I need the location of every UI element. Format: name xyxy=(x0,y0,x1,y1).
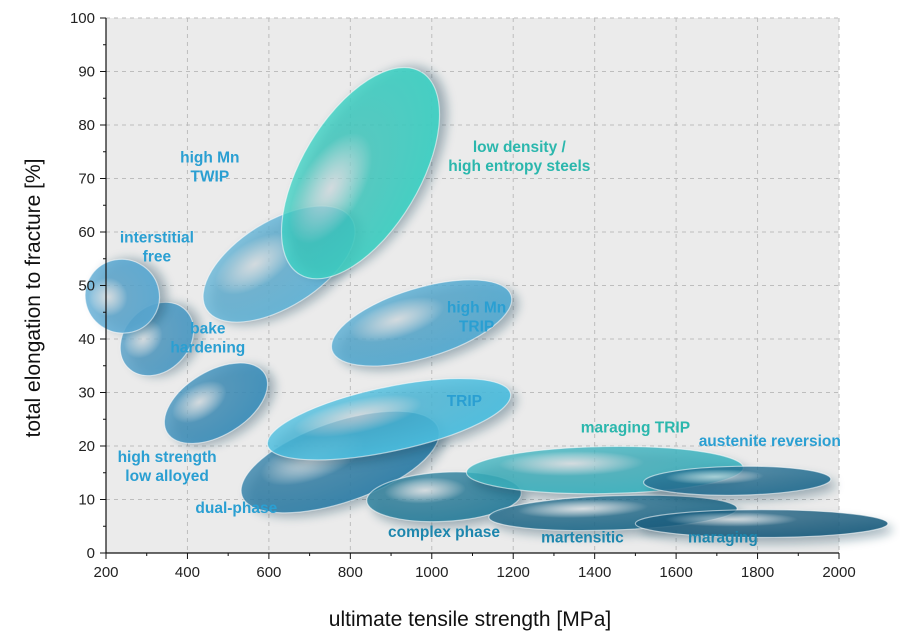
region-label-high-mn-twip: high Mn TWIP xyxy=(180,149,239,185)
region-label-low-density-high-entropy-steels: low density / high entropy steels xyxy=(448,139,590,175)
region-high-strength-low-alloyed xyxy=(163,362,275,447)
region-label-interstitial-free: interstitial free xyxy=(120,230,194,266)
y-tick-label: 60 xyxy=(78,224,95,241)
region-label-bake-hardening: bake hardening xyxy=(170,321,245,357)
region-ellipse xyxy=(280,66,441,280)
region-label-line: martensitic xyxy=(541,529,624,546)
region-ellipse xyxy=(330,279,513,367)
region-label-line: low density / xyxy=(473,139,567,156)
y-tick-label: 70 xyxy=(78,171,95,188)
axes: 200 400 600 800 1000 1200 1400 1600 1800 2000 0 10 2… xyxy=(70,10,856,581)
region-label-martensitic: martensitic xyxy=(541,529,624,546)
region-label-austenite-reversion: austenite reversion xyxy=(699,433,841,450)
y-tick-label: 0 xyxy=(87,545,95,562)
y-tick-label: 30 xyxy=(78,385,95,402)
region-ellipse xyxy=(266,377,512,461)
x-tick-label: 1800 xyxy=(741,564,774,581)
region-ellipse xyxy=(642,465,832,496)
region-label-high-mn-trip: high Mn TRIP xyxy=(447,299,506,335)
region-label-line: austenite reversion xyxy=(699,433,841,450)
region-ellipse xyxy=(84,258,161,334)
y-axis-title: total elongation to fracture [%] xyxy=(22,159,45,438)
x-tick-label: 1600 xyxy=(659,564,692,581)
region-ellipse xyxy=(634,509,889,539)
y-tick-label: 80 xyxy=(78,117,95,134)
region-label-maraging: maraging xyxy=(688,529,758,546)
region-label-line: high Mn xyxy=(180,149,239,166)
y-tick-label: 20 xyxy=(78,438,95,455)
region-label-line: TRIP xyxy=(459,318,494,335)
y-tick-label: 100 xyxy=(70,10,95,27)
region-labels: dual-phase high strength low alloyed bake ha… xyxy=(118,139,841,547)
y-tick-label: 40 xyxy=(78,331,95,348)
region-maraging xyxy=(634,509,893,544)
x-tick-label: 1200 xyxy=(497,564,530,581)
region-label-line: TRIP xyxy=(447,393,482,410)
region-label-line: maraging TRIP xyxy=(581,420,690,437)
region-label-line: high strength xyxy=(118,449,217,466)
x-tick-label: 600 xyxy=(256,564,281,581)
x-tick-label: 1000 xyxy=(415,564,448,581)
region-austenite-reversion xyxy=(642,465,836,502)
region-label-line: dual-phase xyxy=(195,500,277,517)
region-label-line: TWIP xyxy=(190,168,229,185)
property-regions xyxy=(84,66,893,544)
region-trip xyxy=(266,377,517,465)
region-label-line: bake xyxy=(190,321,226,338)
region-low-density-high-entropy-steels xyxy=(280,66,448,280)
region-label-complex-phase: complex phase xyxy=(388,524,500,541)
region-high-mn-trip xyxy=(330,279,519,371)
region-label-line: interstitial xyxy=(120,230,194,247)
region-label-line: high entropy steels xyxy=(448,158,590,175)
region-label-line: complex phase xyxy=(388,524,500,541)
x-tick-label: 1400 xyxy=(578,564,611,581)
region-label-dual-phase: dual-phase xyxy=(195,500,277,517)
y-tick-label: 90 xyxy=(78,64,95,81)
x-tick-label: 400 xyxy=(175,564,200,581)
region-label-high-strength-low-alloyed: high strength low alloyed xyxy=(118,449,217,485)
region-ellipse xyxy=(163,362,269,445)
region-label-line: free xyxy=(143,249,172,266)
region-label-line: maraging xyxy=(688,529,758,546)
region-label-trip: TRIP xyxy=(447,393,482,410)
region-label-line: low alloyed xyxy=(125,468,209,485)
region-label-line: hardening xyxy=(170,340,245,357)
region-interstitial-free xyxy=(84,258,168,334)
region-label-line: high Mn xyxy=(447,299,506,316)
x-tick-label: 200 xyxy=(93,564,118,581)
region-label-maraging-trip: maraging TRIP xyxy=(581,420,690,437)
x-tick-label: 800 xyxy=(338,564,363,581)
x-axis-title: ultimate tensile strength [MPa] xyxy=(329,608,611,631)
y-tick-label: 10 xyxy=(78,492,95,509)
y-tick-label: 50 xyxy=(78,278,95,295)
region-complex-phase xyxy=(366,471,527,528)
x-tick-label: 2000 xyxy=(822,564,855,581)
